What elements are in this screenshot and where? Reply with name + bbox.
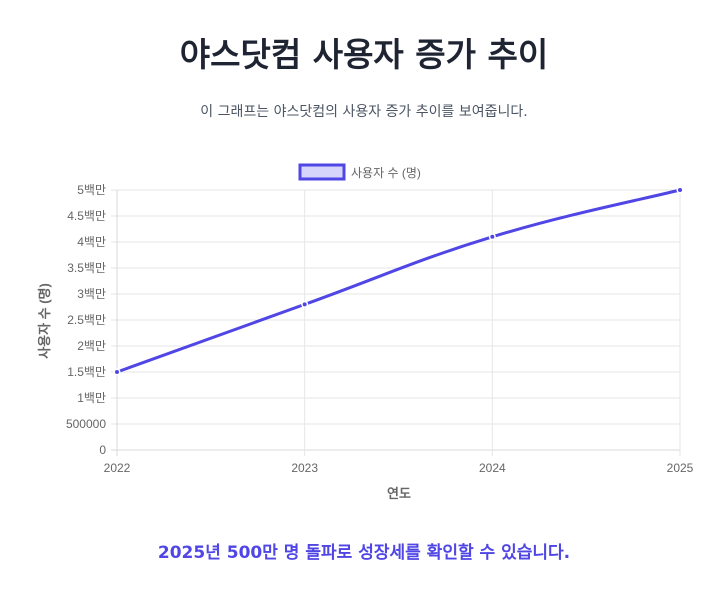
data-points[interactable] <box>113 186 684 376</box>
data-point[interactable] <box>490 234 495 239</box>
user-growth-chart: 사용자 수 (명) 0 500000 1백만 1.5백만 2백만 2.5백만 3백만 3.5백… <box>0 150 728 520</box>
y-tick-label: 3백만 <box>77 287 106 301</box>
page-title: 야스닷컴 사용자 증가 추이 <box>179 35 549 74</box>
x-tick-label: 2025 <box>667 461 694 475</box>
data-point[interactable] <box>115 370 119 374</box>
y-tick-label: 1.5백만 <box>67 365 106 379</box>
y-tick-label: 2백만 <box>77 339 106 353</box>
x-tick-label: 2024 <box>479 461 506 475</box>
summary-message: 2025년 500만 명 돌파로 성장세를 확인할 수 있습니다. <box>157 543 571 563</box>
legend-label: 사용자 수 (명) <box>351 166 421 180</box>
y-tick-label: 2.5백만 <box>67 313 106 327</box>
y-axis-ticks: 0 500000 1백만 1.5백만 2백만 2.5백만 3백만 3.5백만 4백만 4.5백만 5… <box>66 183 106 457</box>
y-tick-label: 4.5백만 <box>67 209 106 223</box>
y-tick-label: 500000 <box>66 417 106 431</box>
x-axis-label: 연도 <box>387 486 411 501</box>
y-tick-label: 1백만 <box>77 391 106 405</box>
data-point[interactable] <box>678 188 682 192</box>
legend-swatch <box>298 163 346 181</box>
data-point[interactable] <box>302 302 307 307</box>
y-tick-label: 3.5백만 <box>67 261 106 275</box>
y-tick-label: 4백만 <box>77 235 106 249</box>
chart-grid <box>111 189 681 456</box>
x-tick-label: 2022 <box>104 461 131 475</box>
y-tick-label: 5백만 <box>77 183 106 197</box>
x-axis-ticks: 2022 2023 2024 2025 <box>104 461 694 475</box>
x-tick-label: 2023 <box>291 461 318 475</box>
page-subtitle: 이 그래프는 야스닷컴의 사용자 증가 추이를 보여줍니다. <box>200 104 528 120</box>
chart-legend[interactable]: 사용자 수 (명) <box>298 163 421 181</box>
y-axis-label: 사용자 수 (명) <box>37 283 52 359</box>
y-tick-label: 0 <box>99 443 106 457</box>
series-line-users <box>116 188 681 374</box>
